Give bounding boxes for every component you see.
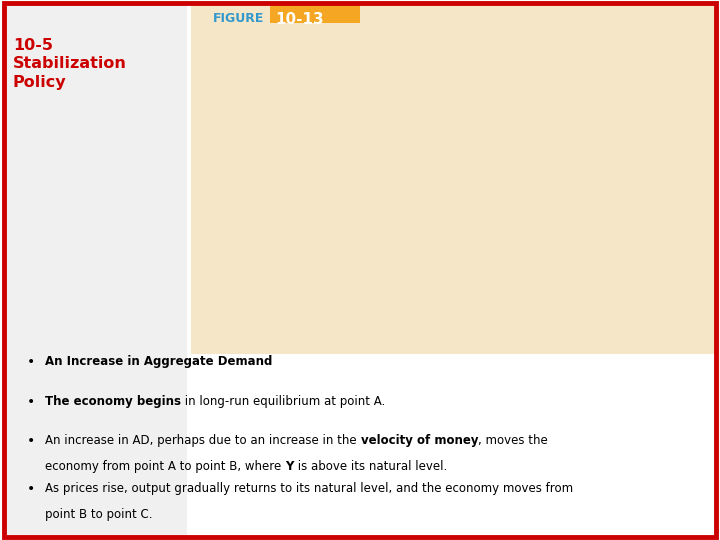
Text: •: • [27,434,35,448]
Text: As prices rise, output gradually returns to its natural level, and the economy m: As prices rise, output gradually returns… [45,482,574,495]
Text: •: • [27,395,35,409]
Text: 10-13: 10-13 [275,12,324,27]
Text: point B to point C.: point B to point C. [45,508,153,521]
Text: 1. A rise in
aggregate
demand ...: 1. A rise in aggregate demand ... [277,134,337,172]
Text: An increase in AD, perhaps due to an increase in the: An increase in AD, perhaps due to an inc… [45,434,361,447]
Text: •: • [27,482,35,496]
Text: , moves the: , moves the [478,434,548,447]
FancyBboxPatch shape [248,119,366,187]
FancyBboxPatch shape [414,35,595,107]
Text: Income, output, Y: Income, output, Y [600,248,705,261]
Text: $\bar{Y}$: $\bar{Y}$ [379,252,392,272]
Text: Price level, P: Price level, P [236,24,312,37]
Text: B: B [545,219,554,232]
Text: SRAS: SRAS [651,219,684,232]
Text: AD$_2$: AD$_2$ [672,281,698,296]
Text: •: • [27,355,35,369]
Text: AD$_1$: AD$_1$ [672,313,698,328]
Text: 3. ... but in the
long run affects
only the price level.: 3. ... but in the long run affects only … [449,52,560,90]
Text: 10-5
Stabilization
Policy: 10-5 Stabilization Policy [13,38,127,90]
FancyBboxPatch shape [554,123,693,206]
Text: is above its natural level.: is above its natural level. [294,460,447,473]
Text: FIGURE: FIGURE [212,12,264,25]
Text: A: A [367,217,376,230]
Text: velocity of money: velocity of money [361,434,478,447]
Text: economy from point A to point B, where: economy from point A to point B, where [45,460,285,473]
Text: LRAS: LRAS [394,27,426,40]
Text: C: C [395,127,404,140]
Text: in long-run equilibrium at point A.: in long-run equilibrium at point A. [181,395,386,408]
Text: The economy begins: The economy begins [45,395,181,408]
Text: Y: Y [285,460,294,473]
Text: An Increase in Aggregate Demand: An Increase in Aggregate Demand [45,355,273,368]
Text: 2. ... raises
output in
the short
run ...: 2. ... raises output in the short run ..… [593,137,654,188]
